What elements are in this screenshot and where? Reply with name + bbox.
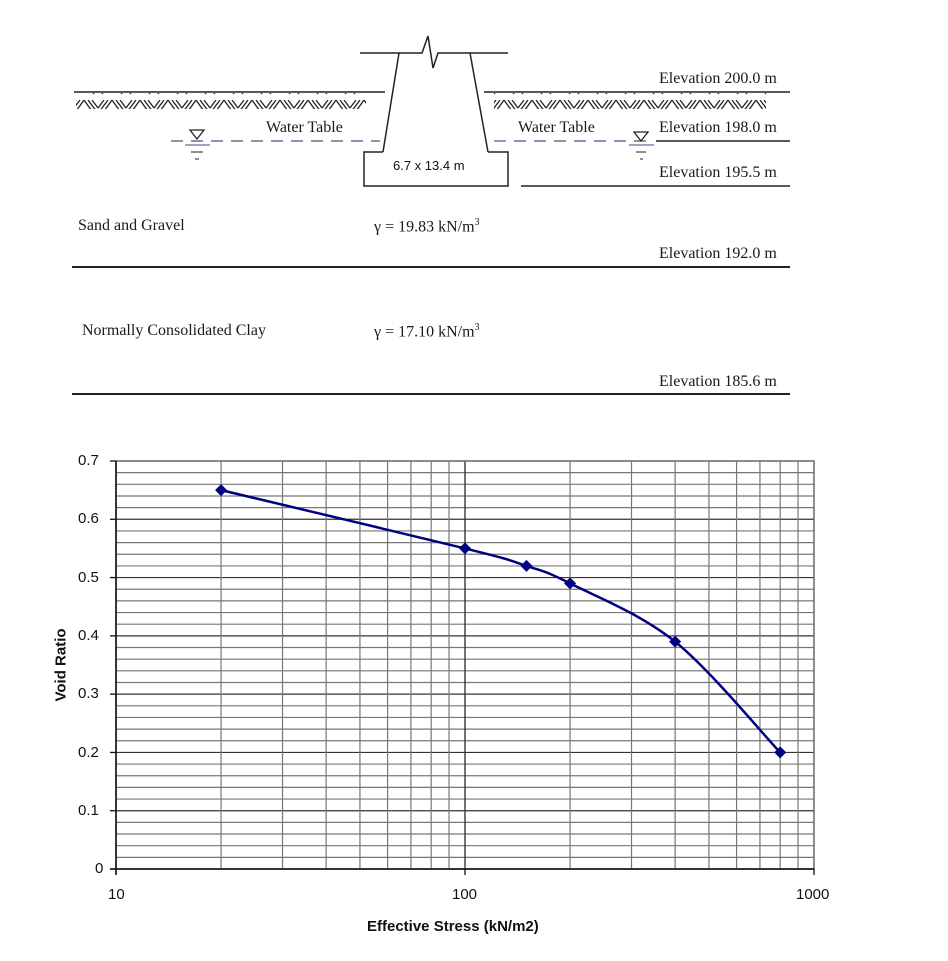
x-tick-10: 10 [108,886,125,903]
layer-unit-weight-clay: γ = 17.10 kN/m3 [374,322,480,341]
layer-unit-weight-sand-gravel: γ = 19.83 kN/m3 [374,217,480,236]
footing [363,151,509,187]
data-point-diamond-marker [669,635,682,648]
elevation-label-195-5: Elevation 195.5 m [659,164,777,181]
y-tick-0: 0 [95,860,104,877]
x-tick-1000: 1000 [796,886,830,903]
elevation-label-200: Elevation 200.0 m [659,70,777,87]
y-tick-0-7: 0.7 [78,452,99,469]
y-tick-0-5: 0.5 [78,569,99,586]
data-point-diamond-marker [459,542,471,555]
footing-column [360,35,508,153]
elevation-label-185-6: Elevation 185.6 m [659,373,777,390]
y-tick-0-6: 0.6 [78,510,99,527]
data-point-diamond-marker [215,484,228,497]
layer-name-clay: Normally Consolidated Clay [82,322,266,339]
elevation-label-192: Elevation 192.0 m [659,245,777,262]
series-line [220,488,782,754]
profile-drawing [72,35,790,395]
x-axis-title: Effective Stress (kN/m2) [367,918,539,935]
ground-surface-right [484,91,790,109]
water-table-line-right [494,131,790,160]
layer-name-sand-gravel: Sand and Gravel [78,217,185,234]
y-tick-0-1: 0.1 [78,802,99,819]
data-point-diamond-marker [774,746,787,759]
water-table-label-right: Water Table [518,119,595,136]
y-tick-0-3: 0.3 [78,685,99,702]
ground-surface-left [74,91,385,109]
footing-dimension-label: 6.7 x 13.4 m [393,158,465,173]
y-axis-title: Void Ratio [52,628,70,702]
data-point-diamond-marker [520,559,533,572]
x-tick-100: 100 [452,886,478,903]
elevation-label-198: Elevation 198.0 m [659,119,777,136]
y-tick-0-4: 0.4 [78,627,99,644]
water-table-label-left: Water Table [266,119,343,136]
data-point-diamond-marker [564,577,577,590]
water-table-line-left [171,129,380,160]
y-tick-0-2: 0.2 [78,744,99,761]
